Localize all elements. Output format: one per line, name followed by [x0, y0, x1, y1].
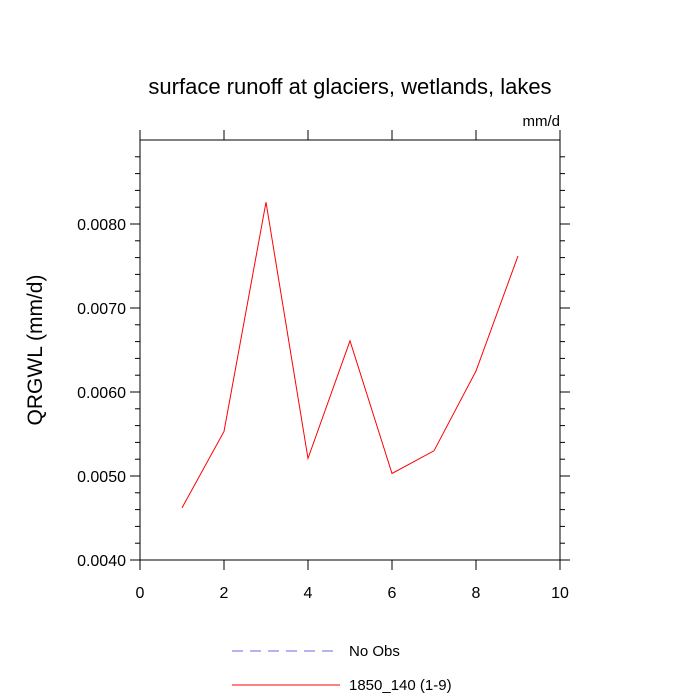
y-tick-label: 0.0050 — [77, 469, 126, 486]
axis-ticks: 0 2 4 6 8 10 0.0040 0.0050 0.0060 0.0070 0.0080 — [77, 130, 570, 602]
units-label: mm/d — [523, 113, 561, 130]
y-tick-label: 0.0040 — [77, 553, 126, 570]
x-tick-label: 2 — [220, 585, 229, 602]
legend: No Obs 1850_140 (1-9) — [232, 643, 452, 694]
chart-title: surface runoff at glaciers, wetlands, la… — [148, 74, 551, 99]
legend-label: 1850_140 (1-9) — [349, 677, 452, 694]
legend-label: No Obs — [349, 643, 400, 660]
x-tick-label: 4 — [304, 585, 313, 602]
x-tick-label: 10 — [551, 585, 569, 602]
x-tick-label: 6 — [388, 585, 397, 602]
series-line — [181, 202, 519, 509]
y-tick-label: 0.0060 — [77, 385, 126, 402]
plot-frame — [139, 139, 561, 561]
y-tick-label: 0.0080 — [77, 217, 126, 234]
series-layer — [181, 202, 519, 509]
y-axis-label: QRGWL (mm/d) — [24, 275, 47, 426]
x-tick-label: 8 — [472, 585, 481, 602]
x-tick-label: 0 — [136, 585, 145, 602]
y-tick-label: 0.0070 — [77, 301, 126, 318]
